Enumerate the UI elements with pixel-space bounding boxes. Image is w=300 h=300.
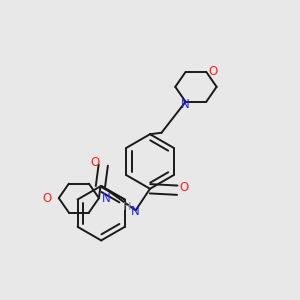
Text: O: O xyxy=(42,192,52,205)
Text: N: N xyxy=(181,98,190,111)
Text: O: O xyxy=(180,182,189,194)
Text: H: H xyxy=(123,202,131,212)
Text: N: N xyxy=(131,205,140,218)
Text: O: O xyxy=(90,156,99,169)
Text: O: O xyxy=(209,65,218,78)
Text: N: N xyxy=(102,192,111,205)
